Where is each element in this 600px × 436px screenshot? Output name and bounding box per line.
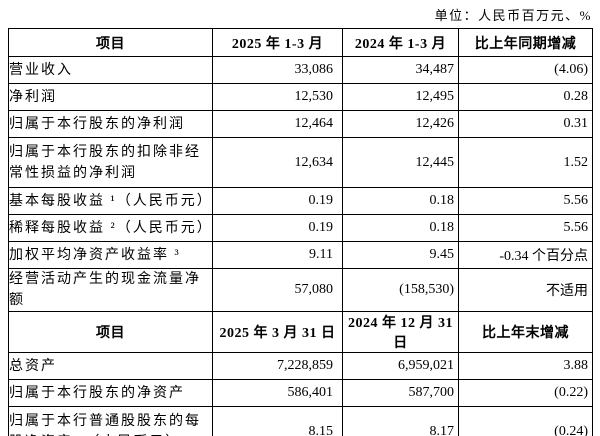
table1-header-change: 比上年同期增减 — [458, 28, 593, 57]
change-value: -0.34 个百分点 — [458, 241, 593, 269]
table-row: 归属于本行股东的净利润 12,464 12,426 0.31 — [8, 110, 593, 138]
table1-header-current-period: 2025 年 1-3 月 — [212, 28, 343, 57]
table1-header-item: 项目 — [8, 28, 213, 57]
change-value: (0.24) — [458, 406, 593, 436]
table1-header-prior-period: 2024 年 1-3 月 — [342, 28, 459, 57]
prior-value: (158,530) — [342, 268, 459, 312]
current-value: 12,464 — [212, 110, 343, 138]
item-label: 营业收入 — [8, 56, 213, 84]
prior-value: 9.45 — [342, 241, 459, 269]
current-value: 0.19 — [212, 187, 343, 215]
item-label: 加权平均净资产收益率 ³ — [8, 241, 213, 269]
current-value: 0.19 — [212, 214, 343, 242]
change-value: 5.56 — [458, 214, 593, 242]
change-value: (4.06) — [458, 56, 593, 84]
unit-note: 单位：人民币百万元、% — [434, 8, 592, 23]
prior-value: 34,487 — [342, 56, 459, 84]
table-row: 稀释每股收益 ²（人民币元） 0.19 0.18 5.56 — [8, 214, 593, 242]
table-row: 归属于本行股东的净资产 586,401 587,700 (0.22) — [8, 379, 593, 407]
current-value: 12,530 — [212, 83, 343, 111]
table2-header-current-date: 2025 年 3 月 31 日 — [212, 311, 343, 353]
change-value: 3.88 — [458, 352, 593, 380]
item-label: 基本每股收益 ¹（人民币元） — [8, 187, 213, 215]
change-value: 5.56 — [458, 187, 593, 215]
item-label: 净利润 — [8, 83, 213, 111]
item-label: 总资产 — [8, 352, 213, 380]
table-row: 净利润 12,530 12,495 0.28 — [8, 83, 593, 111]
current-value: 8.15 — [212, 406, 343, 436]
current-value: 586,401 — [212, 379, 343, 407]
item-label: 稀释每股收益 ²（人民币元） — [8, 214, 213, 242]
prior-value: 12,445 — [342, 137, 459, 188]
prior-value: 12,426 — [342, 110, 459, 138]
prior-value: 6,959,021 — [342, 352, 459, 380]
table1-header-row: 项目 2025 年 1-3 月 2024 年 1-3 月 比上年同期增减 — [8, 28, 593, 57]
table-row: 基本每股收益 ¹（人民币元） 0.19 0.18 5.56 — [8, 187, 593, 215]
table2-header-change: 比上年末增减 — [458, 311, 593, 353]
item-label: 归属于本行股东的扣除非经常性损益的净利润 — [8, 137, 213, 188]
item-label: 归属于本行股东的净资产 — [8, 379, 213, 407]
prior-value: 587,700 — [342, 379, 459, 407]
item-label: 归属于本行股东的净利润 — [8, 110, 213, 138]
financial-summary-table: 项目 2025 年 1-3 月 2024 年 1-3 月 比上年同期增减 营业收… — [8, 28, 593, 436]
item-label: 归属于本行普通股股东的每股净资产 ⁴（人民币元） — [8, 406, 213, 436]
change-value: 0.31 — [458, 110, 593, 138]
current-value: 9.11 — [212, 241, 343, 269]
change-value: 不适用 — [458, 268, 593, 312]
table-row: 总资产 7,228,859 6,959,021 3.88 — [8, 352, 593, 380]
change-value: 1.52 — [458, 137, 593, 188]
prior-value: 12,495 — [342, 83, 459, 111]
change-value: 0.28 — [458, 83, 593, 111]
table-row: 归属于本行股东的扣除非经常性损益的净利润 12,634 12,445 1.52 — [8, 137, 593, 188]
table2-header-item: 项目 — [8, 311, 213, 353]
table2-header-row: 项目 2025 年 3 月 31 日 2024 年 12 月 31 日 比上年末… — [8, 311, 593, 353]
current-value: 7,228,859 — [212, 352, 343, 380]
table-row: 加权平均净资产收益率 ³ 9.11 9.45 -0.34 个百分点 — [8, 241, 593, 269]
current-value: 12,634 — [212, 137, 343, 188]
table-row: 经营活动产生的现金流量净额 57,080 (158,530) 不适用 — [8, 268, 593, 312]
table-row: 营业收入 33,086 34,487 (4.06) — [8, 56, 593, 84]
prior-value: 8.17 — [342, 406, 459, 436]
change-value: (0.22) — [458, 379, 593, 407]
table2-header-prior-date: 2024 年 12 月 31 日 — [342, 311, 459, 353]
table-row: 归属于本行普通股股东的每股净资产 ⁴（人民币元） 8.15 8.17 (0.24… — [8, 406, 593, 436]
current-value: 57,080 — [212, 268, 343, 312]
current-value: 33,086 — [212, 56, 343, 84]
item-label: 经营活动产生的现金流量净额 — [8, 268, 213, 312]
prior-value: 0.18 — [342, 214, 459, 242]
prior-value: 0.18 — [342, 187, 459, 215]
